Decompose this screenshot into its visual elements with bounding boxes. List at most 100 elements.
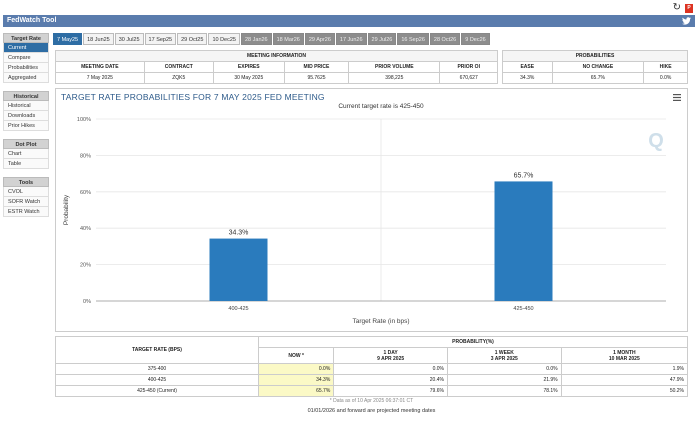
meeting-date-tab[interactable]: 30 Jul25 <box>114 33 144 45</box>
projected-dates-footnote: 01/01/2026 and forward are projected mee… <box>307 408 436 414</box>
sidebar-item-estr-watch[interactable]: ESTR Watch <box>3 207 49 217</box>
meeting-info-cell: 95.7625 <box>283 72 350 84</box>
meeting-info-table: MEETING INFORMATION MEETING DATE CONTRACT… <box>55 50 498 84</box>
meeting-date-tab[interactable]: 18 Jun25 <box>83 33 114 45</box>
probabilities-cell: 34.3% <box>502 72 553 84</box>
meeting-date-tab[interactable]: 10 Dec25 <box>208 33 240 45</box>
meeting-date-tab[interactable]: 17 Jun26 <box>335 33 367 45</box>
sidebar-section-header: Tools <box>3 177 49 187</box>
chart-title: TARGET RATE PROBABILITIES FOR 7 MAY 2025… <box>61 92 325 102</box>
sidebar-item-sofr-watch[interactable]: SOFR Watch <box>3 197 49 207</box>
sidebar-section-header: Target Rate <box>3 33 49 43</box>
meeting-date-tab[interactable]: 9 Dec26 <box>461 33 490 45</box>
target-rate-header: TARGET RATE (BPS) <box>55 336 259 364</box>
twitter-icon[interactable] <box>682 17 691 25</box>
history-cell: 78.1% <box>446 385 562 397</box>
meeting-info-cell: 7 May 2025 <box>55 72 145 84</box>
history-column-title: 1 MONTH <box>613 349 636 356</box>
sidebar-section: Dot Plot Chart Table <box>3 139 49 169</box>
probabilities-column-header: NO CHANGE <box>551 61 645 73</box>
history-cell: 20.4% <box>333 374 448 386</box>
data-timestamp-note: * Data as of 10 Apr 2025 06:37:01 CT <box>329 397 414 404</box>
history-cell: 34.3% <box>257 374 335 386</box>
history-column-header: 1 WEEK 3 APR 2025 <box>446 347 562 364</box>
sidebar-item-aggregated[interactable]: Aggregated <box>3 73 49 83</box>
history-column-header: 1 MONTH 10 MAR 2025 <box>560 347 689 364</box>
history-column-header: 1 DAY 9 APR 2025 <box>333 347 448 364</box>
sidebar-item-prior-hikes[interactable]: Prior Hikes <box>3 121 49 131</box>
chart-panel: Current target rate is 425-450 Q 0% 20% 40% 6… <box>55 88 688 332</box>
sidebar-item-historical[interactable]: Historical <box>3 101 49 111</box>
history-row-label: 375-400 <box>55 363 259 375</box>
bar <box>494 181 553 301</box>
meeting-info-column-header: PRIOR VOLUME <box>348 61 441 73</box>
sidebar-section: Target Rate Current Compare Probabilities Ag… <box>3 33 49 83</box>
sidebar-item-probabilities[interactable]: Probabilities <box>3 63 49 73</box>
meeting-info-column-header: MEETING DATE <box>55 61 145 73</box>
meeting-date-tab[interactable]: 28 Oct26 <box>429 33 461 45</box>
probabilities-column-header: EASE <box>502 61 553 73</box>
history-column-title: 1 DAY <box>383 349 398 356</box>
meeting-info-header: MEETING INFORMATION <box>55 50 498 62</box>
chart-menu-icon[interactable] <box>673 94 681 101</box>
meeting-date-tab[interactable]: 28 Jan26 <box>240 33 272 45</box>
history-row: 375-400 0.0% 0.0% 0.0% 1.9% <box>55 363 689 375</box>
history-cell: 0.0% <box>333 363 448 375</box>
reload-icon[interactable]: ↻ <box>672 2 681 13</box>
sidebar-item-table[interactable]: Table <box>3 159 49 169</box>
history-cell: 47.9% <box>560 374 689 386</box>
probabilities-cell: 0.0% <box>643 72 688 84</box>
sidebar-item-cvol[interactable]: CVOL <box>3 187 49 197</box>
bar-value-label: 34.3% <box>229 230 249 237</box>
bar-value-label: 65.7% <box>514 172 534 179</box>
x-tick-label: 425-450 <box>513 306 533 312</box>
watermark-q-logo: Q <box>648 130 664 152</box>
meeting-date-tab[interactable]: 29 Oct25 <box>177 33 208 45</box>
meeting-info-column-header: PRIOR OI <box>439 61 498 73</box>
history-row: 400-425 34.3% 20.4% 21.9% 47.9% <box>55 374 689 386</box>
meeting-info-cell: 398,225 <box>348 72 441 84</box>
meeting-date-tab[interactable]: 17 Sep25 <box>144 33 177 45</box>
meeting-info-column-header: EXPIRES <box>212 61 285 73</box>
history-column-title: 1 WEEK <box>494 349 514 356</box>
history-column-date: 3 APR 2025 <box>490 355 518 362</box>
y-axis-label: Probability <box>63 194 70 225</box>
y-tick-label: 20% <box>80 263 91 269</box>
probabilities-cell: 65.7% <box>551 72 645 84</box>
probability-history-table: TARGET RATE (BPS) PROBABILITY(%) NOW * 1 … <box>55 336 689 405</box>
meeting-info-cell: 30 May 2025 <box>212 72 285 84</box>
top-icons: ↻ P <box>673 3 693 13</box>
bar <box>209 238 268 301</box>
history-cell: 50.2% <box>560 385 689 397</box>
history-cell: 65.7% <box>257 385 335 397</box>
sidebar-item-current[interactable]: Current <box>3 43 49 53</box>
meeting-date-tab[interactable]: 7 May25 <box>53 33 83 45</box>
y-tick-label: 80% <box>80 153 91 159</box>
y-tick-label: 0% <box>83 299 91 305</box>
y-tick-label: 40% <box>80 226 91 232</box>
meeting-date-tab[interactable]: 18 Mar26 <box>272 33 304 45</box>
meeting-date-tab[interactable]: 29 Jul26 <box>367 33 397 45</box>
sidebar-section-header: Historical <box>3 91 49 101</box>
probabilities-header: PROBABILITIES <box>502 50 688 62</box>
history-cell: 79.6% <box>333 385 448 397</box>
meeting-date-tab[interactable]: 29 Apr26 <box>304 33 335 45</box>
sidebar-item-compare[interactable]: Compare <box>3 53 49 63</box>
pdf-icon[interactable]: P <box>685 3 693 13</box>
history-column-header: NOW * <box>257 347 335 364</box>
history-row-label: 400-425 <box>55 374 259 386</box>
meeting-info-column-header: MID PRICE <box>283 61 350 73</box>
history-column-title: NOW * <box>288 352 304 359</box>
chart-subtitle: Current target rate is 425-450 <box>338 103 424 110</box>
probabilities-column-header: HIKE <box>643 61 688 73</box>
history-column-date: 9 APR 2025 <box>377 355 405 362</box>
history-row-label: 425-450 (Current) <box>55 385 259 397</box>
history-cell: 0.0% <box>446 363 562 375</box>
sidebar-item-chart[interactable]: Chart <box>3 149 49 159</box>
history-cell: 0.0% <box>257 363 335 375</box>
sidebar-section-header: Dot Plot <box>3 139 49 149</box>
meeting-date-tab[interactable]: 16 Sep26 <box>397 33 429 45</box>
sidebar-item-downloads[interactable]: Downloads <box>3 111 49 121</box>
probability-header: PROBABILITY(%) <box>258 336 688 348</box>
history-cell: 21.9% <box>446 374 562 386</box>
